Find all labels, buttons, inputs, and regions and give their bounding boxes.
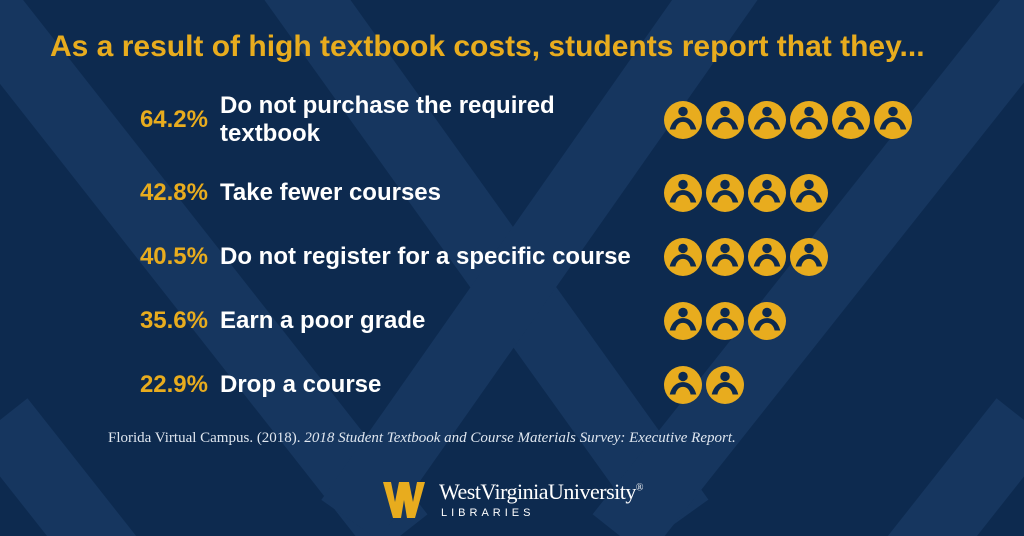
stat-icons (664, 101, 974, 139)
wv-badge-icon (381, 480, 427, 520)
person-icon (664, 366, 702, 404)
stat-icons (664, 302, 974, 340)
headline: As a result of high textbook costs, stud… (50, 30, 974, 64)
stat-label: Earn a poor grade (216, 307, 656, 335)
person-icon (790, 101, 828, 139)
stat-rows: 64.2% Do not purchase the required textbo… (50, 92, 974, 404)
logo-subtitle: LIBRARIES (439, 507, 643, 519)
stat-icons (664, 174, 974, 212)
stat-percentage: 40.5% (108, 243, 208, 271)
person-icon (706, 238, 744, 276)
stat-label: Drop a course (216, 371, 656, 399)
person-icon (664, 238, 702, 276)
person-icon (706, 174, 744, 212)
person-icon (706, 366, 744, 404)
citation-title: 2018 Student Textbook and Course Materia… (304, 430, 735, 446)
person-icon (664, 101, 702, 139)
stat-percentage: 22.9% (108, 371, 208, 399)
stat-row: 35.6% Earn a poor grade (108, 302, 974, 340)
person-icon (832, 101, 870, 139)
stat-label: Do not purchase the required textbook (216, 92, 656, 148)
stat-percentage: 35.6% (108, 307, 208, 335)
wvu-logo: WestVirginiaUniversity® LIBRARIES (381, 480, 643, 520)
person-icon (748, 238, 786, 276)
stat-icons (664, 238, 974, 276)
stat-row: 40.5% Do not register for a specific cour… (108, 238, 974, 276)
stat-row: 42.8% Take fewer courses (108, 174, 974, 212)
person-icon (748, 174, 786, 212)
citation-prefix: Florida Virtual Campus. (2018). (108, 430, 304, 446)
person-icon (748, 101, 786, 139)
person-icon (748, 302, 786, 340)
stat-label: Do not register for a specific course (216, 243, 656, 271)
stat-row: 22.9% Drop a course (108, 366, 974, 404)
person-icon (664, 174, 702, 212)
stat-row: 64.2% Do not purchase the required textbo… (108, 92, 974, 148)
person-icon (790, 174, 828, 212)
stat-percentage: 42.8% (108, 179, 208, 207)
person-icon (664, 302, 702, 340)
person-icon (790, 238, 828, 276)
citation: Florida Virtual Campus. (2018). 2018 Stu… (50, 430, 974, 447)
stat-icons (664, 366, 974, 404)
person-icon (874, 101, 912, 139)
person-icon (706, 302, 744, 340)
person-icon (706, 101, 744, 139)
stat-label: Take fewer courses (216, 179, 656, 207)
footer: WestVirginiaUniversity® LIBRARIES (0, 480, 1024, 520)
stat-percentage: 64.2% (108, 106, 208, 134)
logo-name: WestVirginiaUniversity® (439, 481, 643, 503)
